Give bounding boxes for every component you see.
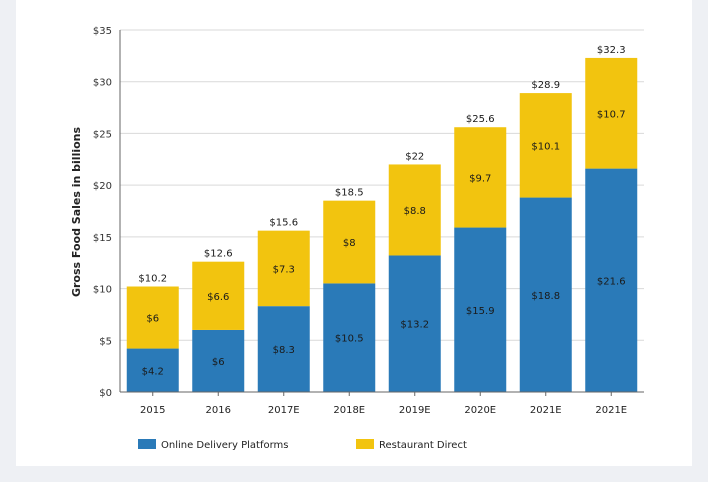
x-tick-label: 2019E (399, 405, 431, 416)
bar-restaurant-direct (257, 230, 310, 307)
data-label-restaurant-direct: $9.7 (469, 173, 491, 184)
y-tick-label: $0 (99, 388, 112, 399)
data-label-total: $22 (405, 151, 424, 162)
data-label-online-delivery: $18.8 (531, 291, 560, 302)
data-label-total: $25.6 (466, 114, 495, 125)
bar-online-delivery (192, 329, 245, 392)
data-label-online-delivery: $15.9 (466, 306, 495, 317)
x-axis: 2015 2016 2017E 2018E 2019E 2020E 2021E 2021E (120, 391, 644, 416)
x-tick-label: 2018E (333, 405, 365, 416)
bar-online-delivery (454, 227, 507, 392)
legend-label: Online Delivery Platforms (161, 440, 289, 451)
data-label-restaurant-direct: $7.3 (273, 264, 295, 275)
bar-online-delivery (519, 197, 572, 392)
data-label-total: $12.6 (204, 249, 233, 260)
bar-restaurant-direct (519, 93, 572, 198)
bar-restaurant-direct (388, 164, 441, 256)
chart-card: $0 $5 $10 $15 $20 $25 $30 $35 $4.2 $6 $10.2 $6 $6.6… (16, 0, 692, 466)
x-tick-label: 2016 (206, 405, 231, 416)
data-label-total: $28.9 (531, 80, 560, 91)
x-tick-label: 2021E (595, 405, 627, 416)
data-label-restaurant-direct: $10.1 (531, 141, 560, 152)
legend-swatch (138, 439, 156, 449)
y-tick-label: $15 (93, 233, 112, 244)
data-label-online-delivery: $4.2 (142, 366, 164, 377)
y-axis-title: Gross Food Sales in billions (70, 127, 83, 298)
x-tick-label: 2017E (268, 405, 300, 416)
bar-restaurant-direct (323, 200, 376, 284)
data-label-total: $32.3 (597, 45, 626, 56)
data-label-total: $15.6 (269, 218, 298, 229)
data-label-restaurant-direct: $6 (146, 314, 159, 325)
x-tick-label: 2021E (530, 405, 562, 416)
data-label-total: $18.5 (335, 188, 364, 199)
bars: $4.2 $6 $10.2 $6 $6.6 $12.6 $8.3 $7.3 $15.6 $10.5… (126, 45, 638, 392)
data-label-total: $10.2 (138, 274, 167, 285)
y-tick-label: $20 (93, 181, 112, 192)
data-label-restaurant-direct: $8 (343, 238, 356, 249)
stacked-bar-chart: $0 $5 $10 $15 $20 $25 $30 $35 $4.2 $6 $10.2 $6 $6.6… (70, 26, 644, 451)
bar-online-delivery (323, 283, 376, 392)
data-label-online-delivery: $13.2 (400, 320, 429, 331)
bar-online-delivery (126, 348, 179, 392)
bar-online-delivery (257, 306, 310, 392)
y-tick-label: $25 (93, 129, 112, 140)
y-tick-label: $35 (93, 26, 112, 37)
x-tick-label: 2020E (464, 405, 496, 416)
y-tick-label: $5 (99, 336, 112, 347)
y-axis: $0 $5 $10 $15 $20 $25 $30 $35 (93, 26, 121, 399)
bar-online-delivery (585, 168, 638, 392)
y-tick-label: $30 (93, 78, 112, 89)
data-label-online-delivery: $10.5 (335, 334, 364, 345)
data-label-online-delivery: $8.3 (273, 345, 295, 356)
legend-swatch (356, 439, 374, 449)
bar-restaurant-direct (585, 57, 638, 169)
legend: Online Delivery Platforms Restaurant Dire… (138, 439, 467, 451)
data-label-restaurant-direct: $6.6 (207, 292, 229, 303)
data-label-online-delivery: $21.6 (597, 276, 626, 287)
bar-online-delivery (388, 255, 441, 392)
bar-restaurant-direct (454, 127, 507, 228)
data-label-restaurant-direct: $10.7 (597, 109, 626, 120)
data-label-restaurant-direct: $8.8 (404, 206, 426, 217)
y-tick-label: $10 (93, 285, 112, 296)
x-tick-label: 2015 (140, 405, 165, 416)
data-label-online-delivery: $6 (212, 357, 225, 368)
bar-restaurant-direct (126, 286, 179, 349)
legend-label: Restaurant Direct (379, 440, 467, 451)
bar-restaurant-direct (192, 261, 245, 330)
